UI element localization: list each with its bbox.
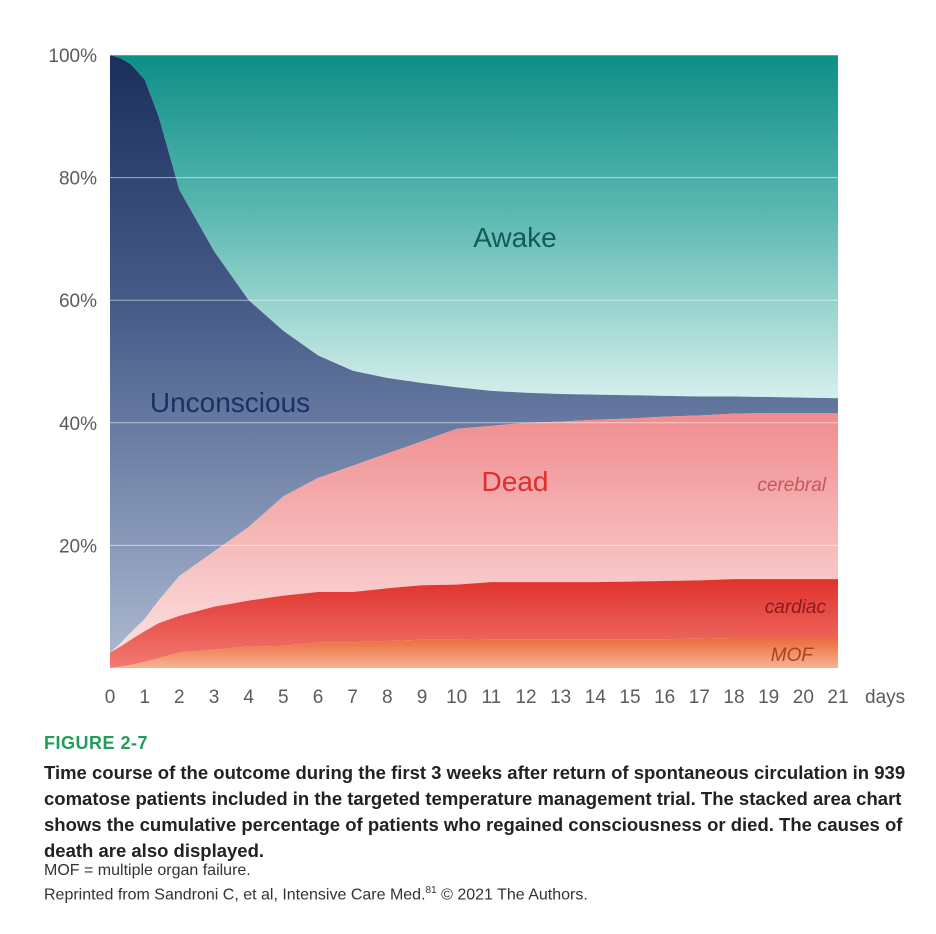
- x-tick-label: 21: [827, 687, 848, 708]
- x-tick-label: 18: [723, 687, 744, 708]
- x-tick-label: 14: [585, 687, 607, 708]
- x-tick-label: 17: [689, 687, 710, 708]
- x-tick-label: 16: [654, 687, 675, 708]
- region-label-dead: Dead: [482, 466, 549, 497]
- region-label-awake: Awake: [473, 222, 557, 253]
- awake-area: [110, 55, 838, 399]
- reprint-note: Reprinted from Sandroni C, et al, Intens…: [44, 885, 914, 904]
- x-tick-label: 2: [174, 687, 185, 708]
- mof-area: [110, 637, 838, 668]
- x-tick-label: 6: [313, 687, 324, 708]
- x-tick-label: 12: [515, 687, 536, 708]
- region-label-cerebral: cerebral: [757, 475, 826, 496]
- y-tick-label: 60%: [59, 291, 97, 312]
- figure-label: FIGURE 2-7: [44, 733, 149, 753]
- reprint-text: Reprinted from Sandroni C, et al, Intens…: [44, 886, 426, 904]
- copyright-text: © 2021 The Authors.: [436, 886, 588, 904]
- x-tick-label: 20: [793, 687, 814, 708]
- reference-number: 81: [425, 885, 437, 896]
- y-tick-label: 40%: [59, 414, 97, 435]
- x-tick-label: 0: [105, 687, 116, 708]
- region-label-mof: MOF: [771, 645, 815, 666]
- x-tick-label: 8: [382, 687, 393, 708]
- x-tick-label: 3: [209, 687, 220, 708]
- x-tick-label: 5: [278, 687, 289, 708]
- x-axis-label: days: [865, 687, 905, 708]
- x-tick-label: 7: [347, 687, 358, 708]
- cerebral-area: [110, 412, 838, 653]
- cardiac-area: [110, 579, 838, 668]
- x-tick-label: 4: [243, 687, 254, 708]
- region-label-cardiac: cardiac: [765, 597, 827, 618]
- abbreviation-note: MOF = multiple organ failure.: [44, 862, 251, 879]
- x-tick-label: 11: [481, 687, 501, 708]
- unconscious-area: [110, 55, 838, 653]
- x-tick-label: 1: [139, 687, 150, 708]
- x-tick-label: 10: [446, 687, 467, 708]
- figure-caption: Time course of the outcome during the fi…: [44, 762, 906, 861]
- y-tick-label: 80%: [59, 169, 97, 190]
- x-tick-label: 15: [619, 687, 640, 708]
- x-tick-label: 19: [758, 687, 779, 708]
- x-tick-label: 9: [417, 687, 428, 708]
- y-tick-label: 20%: [59, 536, 97, 557]
- stacked-area-chart: 20%40%60%80%100% 0 1 2 3 4 5 6 7 8 9 10 11 12 13 14 15 1…: [48, 46, 905, 708]
- region-label-unconscious: Unconscious: [150, 387, 310, 418]
- x-tick-label: 13: [550, 687, 571, 708]
- y-tick-label: 100%: [48, 46, 97, 67]
